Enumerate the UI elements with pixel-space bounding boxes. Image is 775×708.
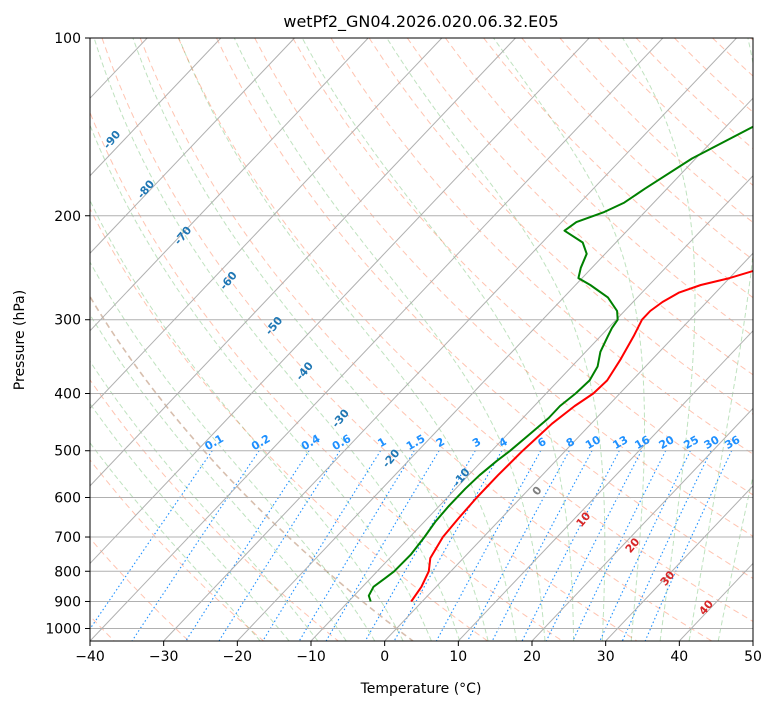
moist-adiabat-line	[622, 38, 696, 641]
dry-adiabat-line	[90, 459, 264, 641]
dry-adiabat-line	[406, 38, 753, 376]
moist-adiabat-line	[386, 38, 606, 641]
moist-adiabat-line	[493, 38, 645, 641]
moist-adiabat-line	[90, 123, 432, 641]
isotherm-gridline	[163, 38, 737, 641]
y-tick-label: 300	[54, 313, 81, 329]
temperature-profile-line	[410, 269, 753, 603]
moist-adiabat-line	[301, 38, 575, 641]
y-tick-label: 800	[54, 564, 81, 580]
moist-adiabat-line	[132, 38, 489, 641]
y-tick-label: 700	[54, 530, 81, 546]
dry-adiabat-line	[444, 38, 753, 337]
y-tick-label: 400	[54, 387, 81, 403]
y-tick-label: 1000	[45, 622, 81, 638]
x-tick-label: −10	[296, 649, 326, 665]
moist-adiabat-line	[90, 199, 404, 641]
isotherm-gridline	[90, 38, 369, 332]
plot-area: -100-90-80-70-60-50-40-30-20-10010203040…	[90, 38, 753, 641]
x-tick-label: −30	[149, 649, 179, 665]
moist-adiabat-line	[717, 474, 753, 641]
y-tick-label: 600	[54, 491, 81, 507]
mixing-ratio-line	[572, 450, 667, 641]
x-tick-label: 50	[744, 649, 762, 665]
moist-adiabat-line	[90, 360, 319, 641]
x-tick-label: 30	[597, 649, 615, 665]
x-tick-label: 40	[670, 649, 688, 665]
moist-adiabat-line	[90, 442, 261, 641]
moist-adiabat-line	[233, 38, 546, 641]
mixing-ratio-line	[435, 450, 542, 641]
moist-adiabats	[90, 38, 753, 641]
dry-adiabat-line	[177, 38, 753, 623]
isotherm-gridline	[457, 330, 753, 641]
mixing-ratio-line	[621, 450, 712, 641]
mixing-ratio-line	[262, 450, 382, 641]
y-axis-label: Pressure (hPa)	[12, 290, 28, 390]
y-tick-label: 900	[54, 595, 81, 611]
dry-adiabat-line	[139, 38, 712, 641]
x-tick-label: −20	[223, 649, 253, 665]
chart-title: wetPf2_GN04.2026.020.06.32.E05	[283, 12, 558, 32]
isotherm-gridline	[90, 38, 295, 255]
isotherm-gridline	[605, 485, 753, 641]
plot-frame	[89, 37, 754, 642]
dewpoint-profile-line	[367, 125, 753, 602]
isotherm-gridline	[384, 252, 753, 641]
mixing-ratio-line	[364, 450, 476, 641]
x-tick-label: −40	[75, 649, 105, 665]
profile-lines	[367, 125, 753, 603]
moist-adiabat-line	[90, 313, 347, 641]
isotherm-gridline	[90, 38, 443, 410]
y-tick-label: 100	[54, 31, 81, 47]
isotherm-gridline	[90, 38, 516, 487]
dry-adiabat-line	[90, 111, 563, 641]
dry-adiabat-line	[368, 38, 753, 415]
mixing-ratio-line	[467, 450, 570, 641]
x-tick-label: 0	[380, 649, 389, 665]
y-axis-ticks: 100 200 300 400 500 600 700 800 900 1000	[45, 31, 90, 638]
isotherm-gridline	[90, 38, 664, 641]
mixing-ratio-line	[599, 450, 691, 641]
mixing-ratio-line	[545, 450, 642, 641]
moist-adiabat-line	[93, 38, 461, 641]
isotherm-gridline	[531, 407, 753, 641]
moist-adiabat-line	[90, 261, 376, 641]
dry-adiabat-line	[90, 207, 488, 641]
grid-lines	[90, 38, 753, 641]
mixing-ratio-line	[90, 450, 213, 630]
moist-adiabat-line	[688, 38, 753, 641]
x-tick-label: 20	[523, 649, 541, 665]
mixing-ratio-line	[521, 450, 620, 641]
mixing-ratio-lines	[90, 450, 733, 641]
x-axis-ticks: −40 −30 −20 −10 0 10 20 30 40 50	[75, 641, 762, 665]
y-tick-label: 500	[54, 444, 81, 460]
moist-adiabat-line	[178, 38, 517, 641]
y-tick-label: 200	[54, 209, 81, 225]
isotherm-gridline	[90, 38, 590, 565]
dry-adiabat-line	[101, 38, 638, 641]
x-tick-label: 10	[449, 649, 467, 665]
x-axis-label: Temperature (°C)	[360, 681, 482, 697]
isotherm-gridline	[90, 38, 222, 177]
isotherm-gridline	[236, 97, 753, 641]
isotherm-gridline	[310, 175, 753, 641]
dry-adiabat-line	[216, 38, 753, 580]
mixing-ratio-line	[491, 450, 593, 641]
